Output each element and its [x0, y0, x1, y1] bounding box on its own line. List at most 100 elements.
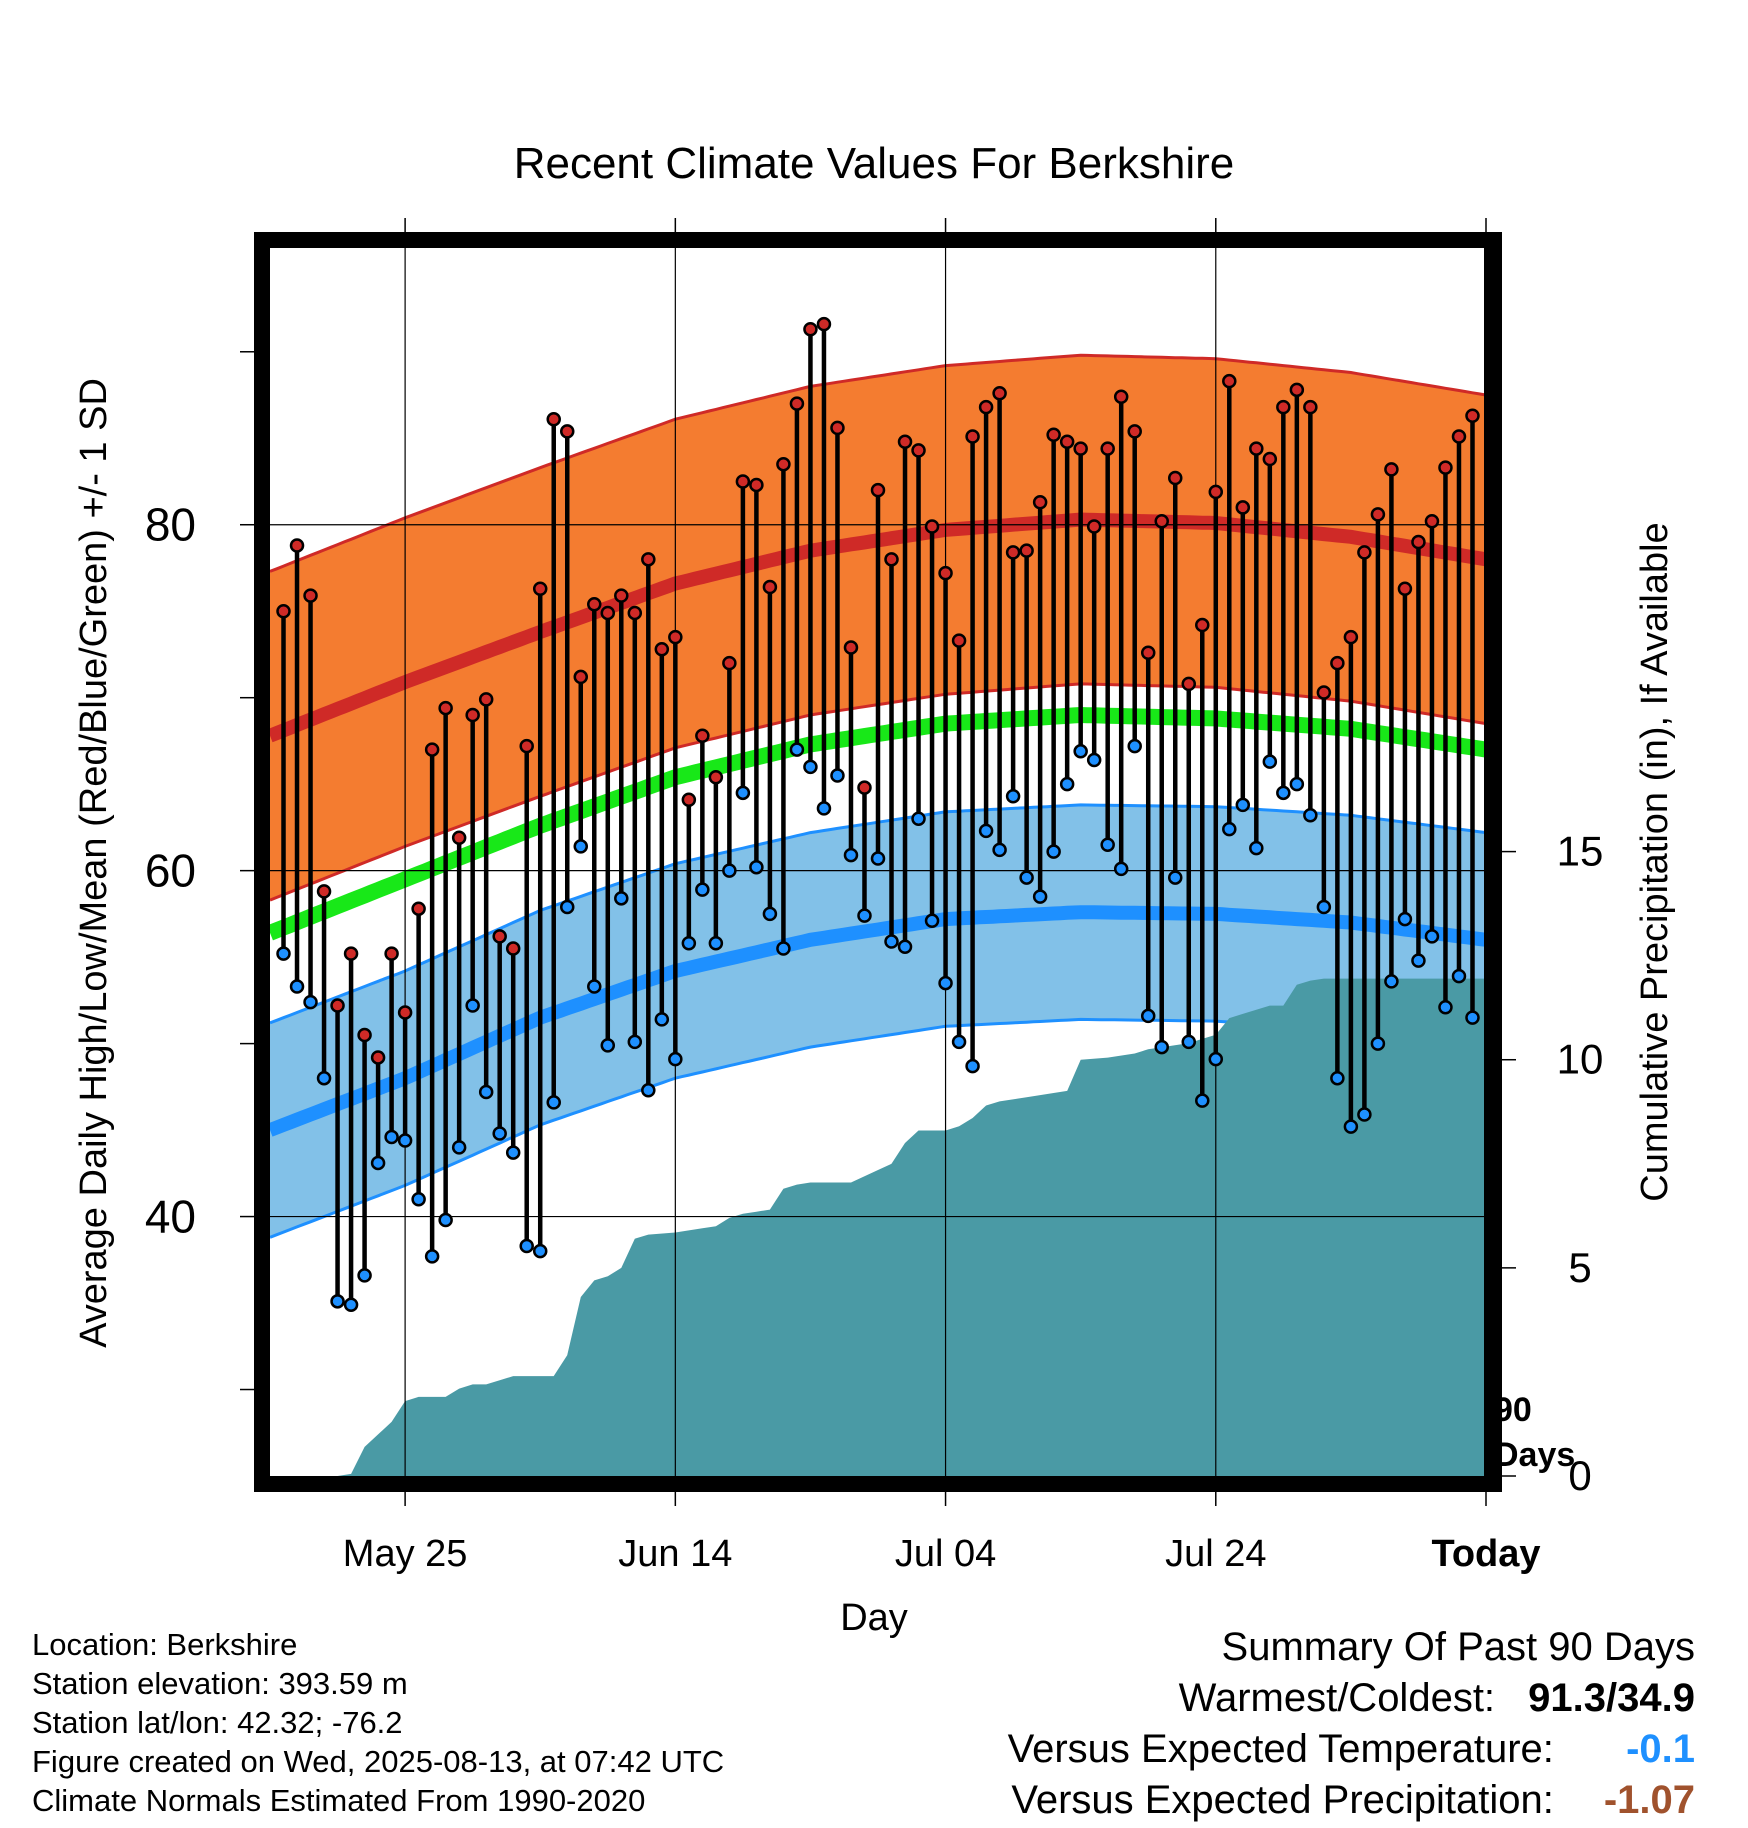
daily-low-point	[1289, 776, 1305, 792]
daily-low-point	[1154, 1039, 1169, 1055]
daily-high-point	[776, 456, 791, 472]
daily-low-point	[451, 1140, 467, 1155]
plot-frame	[254, 232, 1502, 1492]
daily-high-point	[276, 603, 291, 619]
daily-low-point	[370, 1155, 386, 1171]
daily-low-point	[438, 1212, 453, 1228]
daily-high-point	[1370, 507, 1386, 522]
daily-low-point	[1262, 754, 1278, 769]
daily-high-point	[695, 728, 710, 743]
daily-high-point	[614, 588, 629, 603]
daily-high-point	[938, 565, 953, 581]
daily-low-point	[1451, 968, 1467, 984]
daily-low-point	[1208, 1051, 1224, 1067]
daily-low-point	[1357, 1107, 1372, 1122]
daily-high-point	[343, 946, 359, 961]
daily-low-point	[1438, 1000, 1453, 1015]
daily-low-point	[965, 1058, 980, 1074]
daily-high-point	[1032, 494, 1048, 510]
daily-high-point	[668, 629, 683, 645]
daily-low-point	[1113, 861, 1129, 877]
daily-low-point	[1086, 752, 1102, 768]
y-axis-label: Average Daily High/Low/Mean (Red/Blue/Gr…	[73, 378, 115, 1348]
station-info: Location: Berkshire Station elevation: 3…	[32, 1625, 724, 1820]
x-axis-label: Day	[840, 1597, 908, 1639]
daily-high-point	[600, 605, 616, 621]
daily-high-point	[384, 946, 399, 961]
daily-high-point	[1140, 645, 1156, 660]
summary-heading: Summary Of Past 90 Days	[1221, 1625, 1695, 1669]
daily-high-point	[370, 1050, 386, 1065]
daily-high-point	[722, 655, 737, 671]
daily-low-point	[938, 975, 953, 991]
precip-label: Versus Expected Precipitation:	[1011, 1778, 1554, 1822]
daily-low-point	[695, 882, 710, 897]
daily-high-point	[1465, 408, 1480, 424]
daily-high-point	[559, 424, 575, 439]
x-tick-label: Today	[1431, 1533, 1540, 1575]
daily-high-point	[1384, 462, 1399, 477]
daily-low-point	[465, 998, 480, 1013]
daily-low-point	[397, 1133, 413, 1148]
daily-high-point	[1195, 617, 1210, 633]
daily-low-point	[1222, 821, 1237, 837]
daily-low-point	[276, 946, 291, 961]
daily-low-point	[1397, 911, 1413, 927]
daily-high-point	[1289, 382, 1305, 398]
daily-high-point	[1222, 373, 1237, 389]
daily-low-point	[641, 1083, 656, 1098]
daily-low-point	[289, 979, 305, 994]
daily-high-point	[397, 1005, 413, 1020]
y2-axis-label: Cumulative Precipitation (in), If Availa…	[1634, 522, 1676, 1201]
daily-high-point	[1127, 424, 1142, 439]
daily-high-point	[289, 538, 305, 553]
daily-high-point	[1303, 399, 1318, 415]
daily-low-point	[1384, 974, 1399, 989]
y2-tick-label: 15	[1557, 828, 1604, 875]
daily-high-point	[1005, 545, 1021, 560]
daily-high-point	[330, 998, 345, 1013]
daily-low-point	[478, 1084, 494, 1100]
daily-high-point	[451, 830, 467, 846]
daily-high-point	[1249, 441, 1264, 456]
daily-low-point	[532, 1243, 548, 1259]
daily-low-point	[722, 863, 737, 878]
daily-low-point	[1059, 776, 1075, 792]
daily-high-point	[1451, 429, 1467, 444]
daily-low-point	[1316, 899, 1332, 915]
daily-high-point	[1357, 545, 1372, 560]
daily-high-point	[1438, 460, 1453, 475]
daily-high-point	[965, 429, 980, 444]
warm-cold-value: 91.3/34.9	[1528, 1676, 1695, 1720]
warm-cold-row: Warmest/Coldest: 91.3/34.9	[1008, 1673, 1695, 1724]
daily-low-point	[749, 859, 764, 875]
daily-low-point	[1167, 870, 1183, 885]
daily-high-point	[708, 770, 724, 785]
daily-high-point	[830, 420, 845, 436]
daily-low-point	[1100, 837, 1115, 852]
x-tick-label: Jul 04	[895, 1533, 996, 1575]
daily-high-point	[1235, 500, 1251, 515]
daily-low-point	[384, 1129, 399, 1145]
daily-high-point	[1059, 434, 1075, 449]
daily-high-point	[884, 552, 899, 567]
daily-high-point	[546, 411, 561, 427]
daily-high-point	[870, 482, 886, 498]
daily-high-point	[465, 707, 480, 723]
daily-low-point	[303, 994, 318, 1010]
precip-value: -1.07	[1603, 1778, 1695, 1822]
daily-high-point	[573, 669, 589, 685]
daily-low-point	[587, 979, 602, 994]
daily-low-point	[992, 842, 1007, 858]
daily-low-point	[1019, 870, 1034, 885]
daily-high-point	[316, 884, 332, 899]
daily-high-point	[438, 700, 453, 716]
daily-high-point	[681, 792, 697, 807]
daily-low-point	[897, 939, 913, 954]
daily-high-point	[641, 552, 656, 567]
daily-high-point	[762, 579, 778, 595]
y2-tick-label: 5	[1568, 1244, 1591, 1291]
daily-low-point	[911, 811, 926, 827]
daily-high-point	[1181, 676, 1197, 692]
x-tick-label: May 25	[343, 1533, 468, 1575]
